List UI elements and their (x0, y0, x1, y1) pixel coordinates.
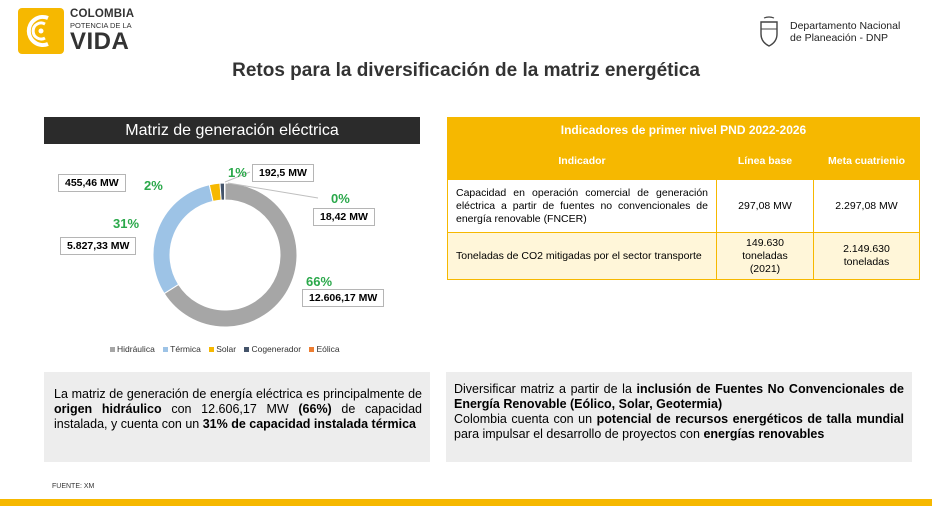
column-header-target: Meta cuatrienio (813, 142, 920, 180)
summary-left-text: La matriz de generación de energía eléct… (54, 387, 422, 431)
donut-slice-cogenerador (219, 182, 226, 201)
donut-slice-hidraulica (163, 182, 298, 328)
baseline-cell: 149.630 toneladas (2021) (716, 232, 814, 280)
column-header-baseline: Línea base (716, 142, 814, 180)
indicator-cell: Capacidad en operación comercial de gene… (447, 179, 717, 233)
summary-left-panel: La matriz de generación de energía eléct… (44, 372, 430, 462)
indicators-title: Indicadores de primer nivel PND 2022-202… (447, 117, 920, 143)
colombia-potencia-logo: COLOMBIA POTENCIA DE LA VIDA (18, 8, 158, 56)
bottom-bar (0, 499, 932, 506)
eolica-pct-label: 0% (331, 191, 350, 206)
brand-line2: POTENCIA DE LA (70, 21, 132, 30)
donut-slice-termica (152, 184, 214, 295)
indicators-table: Indicadores de primer nivel PND 2022-202… (447, 117, 920, 280)
column-header-indicator: Indicador (447, 142, 717, 180)
legend-item-eolica: Eólica (309, 344, 340, 354)
brand-line3: VIDA (70, 28, 130, 55)
baseline-cell: 297,08 MW (716, 179, 814, 233)
summary-right-panel: Diversificar matriz a partir de la inclu… (446, 372, 912, 462)
target-cell: 2.297,08 MW (813, 179, 920, 233)
matrix-header: Matriz de generación eléctrica (44, 117, 420, 144)
cogenerador-mw-label: 192,5 MW (252, 164, 314, 182)
legend-item-hidraulica: Hidráulica (110, 344, 155, 354)
hidraulica-mw-label: 12.606,17 MW (302, 289, 385, 307)
target-cell: 2.149.630 toneladas (813, 232, 920, 280)
table-row: Capacidad en operación comercial de gene… (447, 179, 920, 233)
indicator-cell: Toneladas de CO2 mitigadas por el sector… (447, 232, 717, 280)
dnp-name-line2: de Planeación - DNP (790, 32, 889, 44)
source-note: FUENTE: XM (52, 483, 95, 490)
termica-mw-label: 5.827,33 MW (60, 237, 137, 255)
legend-item-cogenerador: Cogenerador (244, 344, 301, 354)
solar-pct-label: 2% (144, 178, 163, 193)
solar-mw-label: 455,46 MW (58, 174, 126, 192)
dnp-logo: Departamento Nacional de Planeación - DN… (756, 16, 926, 52)
page-title: Retos para la diversificación de la matr… (232, 60, 700, 81)
hidraulica-pct-label: 66% (306, 274, 333, 289)
dnp-name-line1: Departamento Nacional (790, 20, 901, 32)
legend-item-termica: Térmica (163, 344, 201, 354)
coat-of-arms-icon (760, 16, 778, 47)
chart-legend: Hidráulica Térmica Solar Cogenerador Eól… (110, 344, 346, 354)
legend-item-solar: Solar (209, 344, 236, 354)
table-row: Toneladas de CO2 mitigadas por el sector… (447, 232, 920, 280)
cogenerador-pct-label: 1% (228, 165, 247, 180)
generation-donut-chart (152, 182, 298, 328)
brand-line1: COLOMBIA (70, 8, 135, 20)
termica-pct-label: 31% (113, 216, 140, 231)
eolica-mw-label: 18,42 MW (313, 208, 375, 226)
logo-mark-icon (18, 8, 64, 54)
summary-right-text: Diversificar matriz a partir de la inclu… (454, 382, 904, 441)
